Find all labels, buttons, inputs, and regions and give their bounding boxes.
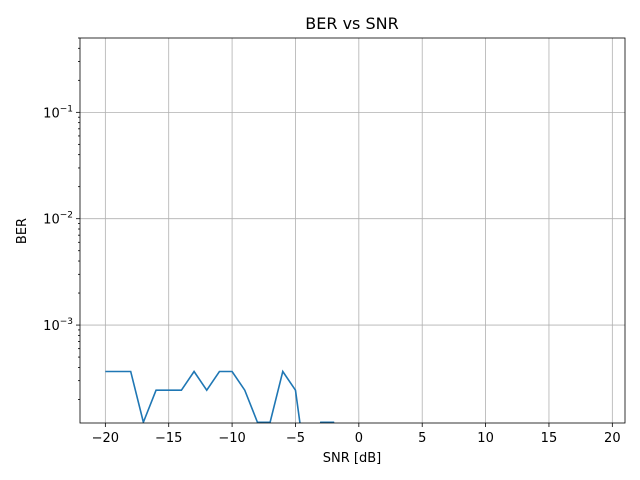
- x-tick-label: −10: [218, 431, 245, 446]
- x-tick-label: −20: [92, 431, 119, 446]
- y-tick-label: 10−3: [43, 317, 73, 334]
- y-tick-label: 10−2: [43, 211, 73, 228]
- x-tick-label: 0: [355, 431, 363, 446]
- ber-series-line: [105, 369, 335, 423]
- plot-frame: [79, 37, 626, 424]
- x-tick-label: 10: [477, 431, 494, 446]
- chart-title: BER vs SNR: [305, 14, 398, 33]
- x-tick-label: −15: [155, 431, 182, 446]
- series-layer: [105, 369, 335, 423]
- x-tick-label: 20: [604, 431, 621, 446]
- grid-lines: [80, 38, 625, 423]
- x-axis-label: SNR [dB]: [323, 451, 381, 466]
- y-axis-label: BER: [15, 218, 30, 244]
- y-tick-label: 10−1: [43, 104, 73, 121]
- x-tick-label: 5: [418, 431, 426, 446]
- x-tick-label: −5: [286, 431, 305, 446]
- x-tick-label: 15: [541, 431, 558, 446]
- axis-ticks: −20 −15 −10 −5 0 5 10 15 20 10−3 10−2 10−1: [43, 37, 621, 446]
